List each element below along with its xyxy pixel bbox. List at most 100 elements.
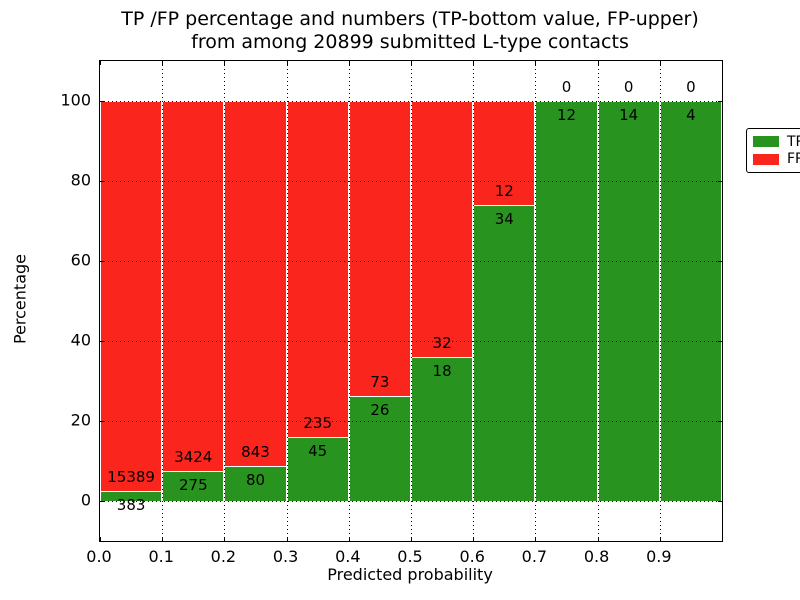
- tp-bar-segment: [411, 357, 474, 501]
- fp-count-label: 0: [623, 78, 634, 96]
- x-axis-label: Predicted probability: [327, 565, 493, 584]
- vertical-gridline: [162, 61, 164, 541]
- fp-bar-segment: [100, 101, 163, 492]
- vertical-gridline: [224, 61, 226, 541]
- y-tick-mark: [100, 181, 104, 182]
- tp-bar-segment: [224, 466, 287, 501]
- tp-count-label: 12: [556, 106, 577, 124]
- y-tick-mark: [100, 261, 104, 262]
- tp-count-label: 383: [116, 496, 146, 515]
- x-tick-label: 0.3: [272, 547, 299, 566]
- x-tick-mark: [473, 61, 475, 65]
- y-tick-label: 40: [70, 330, 91, 350]
- fp-count-label: 0: [561, 78, 572, 96]
- fp-bar-segment: [224, 101, 287, 467]
- x-tick-mark: [597, 537, 599, 541]
- x-tick-label: 0.7: [521, 547, 548, 566]
- vertical-gridline: [659, 61, 661, 541]
- fp-count-label: 843: [241, 443, 270, 462]
- y-tick-mark: [718, 421, 722, 422]
- x-tick-mark: [597, 61, 599, 65]
- vertical-gridline: [535, 61, 537, 541]
- x-tick-label: 0.4: [335, 547, 361, 566]
- fp-count-label: 0: [686, 78, 696, 96]
- x-tick-label: 0.9: [646, 547, 672, 566]
- vertical-gridline: [597, 61, 599, 541]
- fp-count-label: 32: [432, 334, 452, 352]
- tp-bar-segment: [348, 395, 411, 501]
- fp-count-label: 235: [303, 413, 333, 432]
- x-tick-mark: [535, 537, 537, 541]
- x-tick-mark: [473, 537, 475, 541]
- y-tick-label: 60: [70, 250, 91, 270]
- tp-count-label: 14: [619, 106, 639, 124]
- tp-bar-segment: [162, 471, 225, 501]
- legend-entry-tp: TP: [753, 135, 800, 149]
- x-tick-mark: [162, 61, 164, 65]
- fp-bar-segment: [473, 101, 536, 206]
- x-tick-mark: [535, 61, 537, 65]
- vertical-gridline: [348, 61, 350, 541]
- legend-entry-fp: FP: [753, 152, 800, 166]
- tp-bar-segment: [100, 491, 163, 501]
- legend: TP FP: [746, 128, 800, 173]
- fp-bar-segment: [348, 101, 411, 396]
- x-tick-mark: [100, 61, 101, 65]
- x-tick-label: 0.2: [210, 547, 237, 566]
- y-tick-mark: [718, 261, 722, 262]
- tp-count-label: 34: [494, 210, 514, 229]
- tp-count-label: 45: [308, 441, 328, 460]
- tp-count-label: 18: [432, 362, 452, 380]
- fp-bar-segment: [162, 101, 225, 472]
- x-tick-mark: [100, 537, 101, 541]
- x-tick-mark: [411, 61, 412, 65]
- x-tick-label: 0.0: [86, 547, 112, 566]
- x-tick-mark: [348, 61, 350, 65]
- y-tick-mark: [100, 421, 104, 422]
- x-tick-label: 0.8: [583, 547, 610, 566]
- tp-bar-segment: [597, 101, 660, 501]
- x-tick-mark: [224, 61, 226, 65]
- x-tick-mark: [348, 537, 350, 541]
- tp-count-label: 275: [178, 476, 208, 495]
- y-axis-label: Percentage: [10, 253, 30, 345]
- legend-tp-label: TP: [787, 133, 800, 150]
- y-tick-label: 80: [70, 170, 91, 190]
- tp-bar-segment: [473, 205, 536, 501]
- y-tick-mark: [718, 101, 722, 102]
- tp-bar-segment: [286, 436, 349, 501]
- chart-title: TP /FP percentage and numbers (TP-bottom…: [99, 8, 721, 54]
- y-tick-mark: [100, 501, 104, 502]
- x-tick-mark: [224, 537, 226, 541]
- y-tick-mark: [718, 501, 722, 502]
- fp-bar-segment: [411, 101, 474, 357]
- y-tick-label: 20: [70, 410, 91, 430]
- tp-swatch-icon: [753, 136, 779, 148]
- vertical-gridline: [286, 61, 288, 541]
- vertical-gridline: [473, 61, 475, 541]
- x-tick-mark: [162, 537, 164, 541]
- tp-bar-segment: [659, 101, 722, 501]
- x-tick-label: 0.6: [459, 547, 485, 566]
- plot-area: 15389 383 3424 275 843 80 235 45 73 26 32 18 12 34 0 12…: [99, 60, 800, 542]
- y-tick-mark: [100, 101, 104, 102]
- legend-fp-label: FP: [787, 151, 800, 168]
- tp-count-label: 80: [245, 471, 266, 490]
- fp-count-label: 3424: [174, 448, 213, 467]
- tp-bar-segment: [535, 101, 598, 501]
- fp-count-label: 73: [370, 372, 390, 391]
- y-tick-mark: [718, 341, 722, 342]
- fp-swatch-icon: [753, 153, 779, 165]
- x-tick-mark: [286, 537, 288, 541]
- tp-count-label: 4: [686, 106, 696, 124]
- x-tick-label: 0.5: [397, 547, 423, 566]
- chart-title-line2: from among 20899 submitted L-type contac…: [191, 31, 629, 53]
- tp-count-label: 26: [370, 400, 390, 419]
- y-tick-mark: [100, 341, 104, 342]
- fp-bar-segment: [286, 101, 349, 437]
- x-tick-mark: [286, 61, 288, 65]
- y-tick-label: 100: [60, 90, 91, 110]
- y-tick-mark: [718, 181, 722, 182]
- x-tick-mark: [411, 537, 412, 541]
